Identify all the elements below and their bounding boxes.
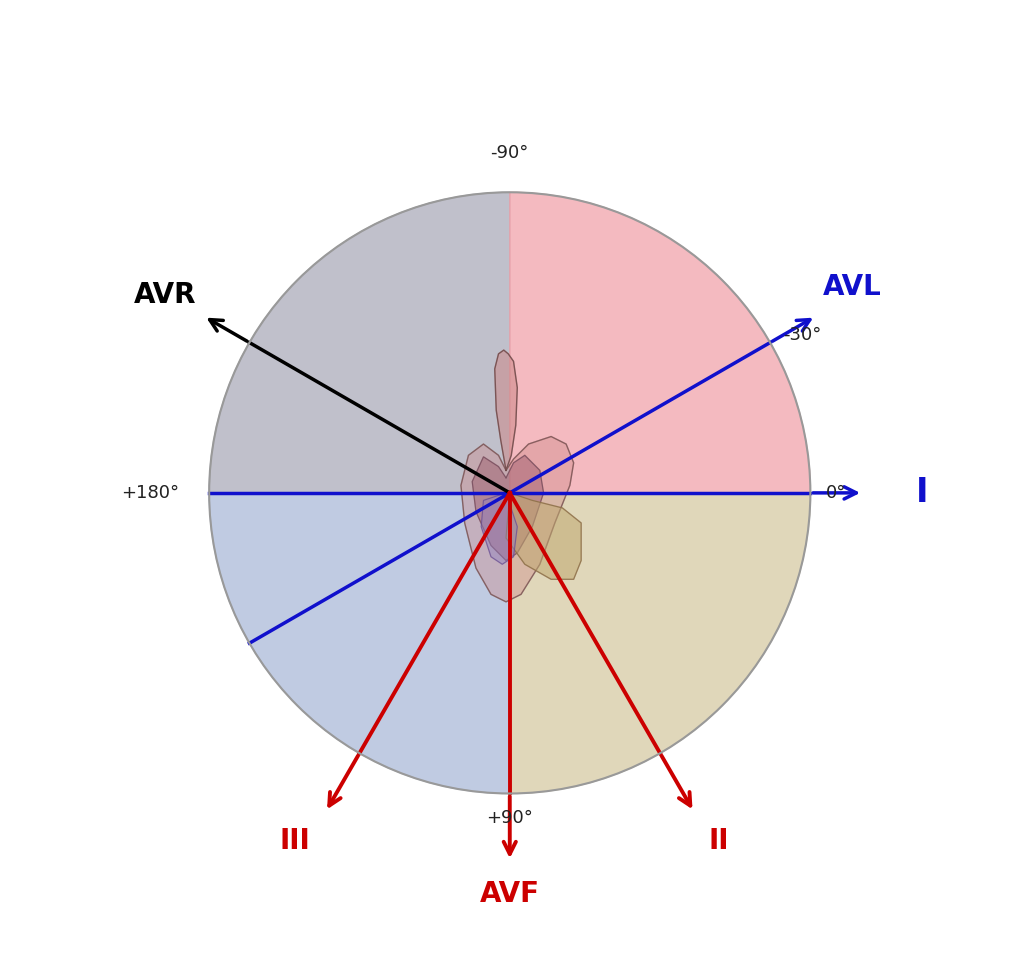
Text: +90°: +90° [486, 808, 534, 827]
Text: -30°: -30° [783, 326, 821, 345]
Text: AVL: AVL [823, 273, 882, 302]
Polygon shape [495, 350, 517, 470]
Text: II: II [709, 827, 729, 855]
Text: I: I [915, 476, 928, 509]
Text: AVR: AVR [134, 281, 197, 308]
Text: -90°: -90° [490, 144, 529, 162]
Polygon shape [506, 493, 582, 580]
Polygon shape [510, 493, 810, 793]
Polygon shape [510, 192, 810, 493]
Text: III: III [280, 827, 310, 855]
Polygon shape [461, 436, 573, 602]
Polygon shape [472, 455, 544, 560]
Polygon shape [481, 493, 517, 564]
Text: AVF: AVF [480, 880, 540, 908]
Polygon shape [209, 493, 510, 793]
Polygon shape [209, 192, 510, 493]
Text: 0°: 0° [825, 484, 846, 502]
Text: +180°: +180° [121, 484, 179, 502]
